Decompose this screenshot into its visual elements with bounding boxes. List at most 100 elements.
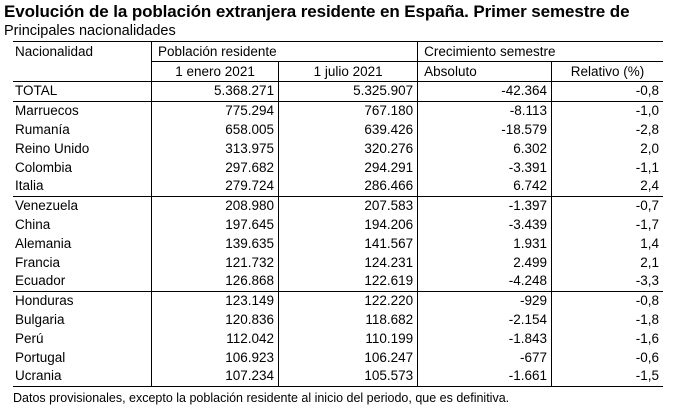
cell-absolute: -1.661 <box>417 366 552 387</box>
cell-absolute: -8.113 <box>417 101 552 121</box>
table-row: Portugal 106.923 106.247 -677 -0,6 <box>13 348 663 367</box>
table-row: Marruecos 775.294 767.180 -8.113 -1,0 <box>13 101 663 121</box>
cell-jul: 124.231 <box>278 253 418 272</box>
table-row: China 197.645 194.206 -3.439 -1,7 <box>13 215 663 235</box>
cell-jan: 5.368.271 <box>151 81 279 102</box>
cell-relative: -0,7 <box>551 196 663 216</box>
cell-jul: 286.466 <box>278 176 418 197</box>
table-row: Rumanía 658.005 639.426 -18.579 -2,8 <box>13 120 663 140</box>
cell-jan: 208.980 <box>151 196 279 216</box>
cell-jul: 639.426 <box>278 120 418 140</box>
cell-relative: -0,8 <box>551 291 663 311</box>
cell-nationality: China <box>15 216 51 232</box>
cell-jul: 767.180 <box>278 101 418 121</box>
cell-jan: 126.868 <box>151 271 279 292</box>
cell-jan: 107.234 <box>151 366 279 387</box>
table-row: Perú 112.042 110.199 -1.843 -1,6 <box>13 329 663 349</box>
cell-relative: -0,8 <box>551 81 663 102</box>
header-nationality: Nacionalidad <box>13 41 152 62</box>
cell-jan: 775.294 <box>151 101 279 121</box>
cell-jul: 105.573 <box>278 366 418 387</box>
cell-jan: 121.732 <box>151 253 279 272</box>
cell-absolute: 6.302 <box>417 139 552 159</box>
cell-jul: 106.247 <box>278 348 418 367</box>
table-row: Ucrania 107.234 105.573 -1.661 -1,5 <box>13 366 663 387</box>
population-table: Nacionalidad Población residente Crecimi… <box>13 41 663 387</box>
cell-jul: 294.291 <box>278 158 418 177</box>
cell-relative: -1,8 <box>551 310 663 330</box>
cell-nationality: Venezuela <box>15 198 79 214</box>
header-empty <box>13 61 152 82</box>
cell-nationality: Bulgaria <box>15 311 65 327</box>
cell-jan: 123.149 <box>151 291 279 311</box>
cell-absolute: -3.391 <box>417 158 552 177</box>
header-population: Población residente <box>151 41 418 62</box>
cell-relative: -3,3 <box>551 271 663 292</box>
cell-absolute: -3.439 <box>417 215 552 235</box>
cell-absolute: -1.843 <box>417 329 552 349</box>
header-row-columns: 1 enero 2021 1 julio 2021 Absoluto Relat… <box>13 61 663 82</box>
table-body: TOTAL 5.368.271 5.325.907 -42.364 -0,8 Marrue… <box>13 81 663 387</box>
page-subtitle: Principales nacionalidades <box>4 23 176 39</box>
header-absolute: Absoluto <box>417 61 552 82</box>
cell-relative: 2,4 <box>551 176 663 197</box>
cell-nationality: TOTAL <box>13 81 152 102</box>
cell-jan: 297.682 <box>151 158 279 177</box>
cell-jan: 106.923 <box>151 348 279 367</box>
cell-jan: 197.645 <box>151 215 279 235</box>
cell-absolute: -2.154 <box>417 310 552 330</box>
cell-jul: 141.567 <box>278 234 418 254</box>
cell-jul: 320.276 <box>278 139 418 159</box>
cell-jul: 110.199 <box>278 329 418 349</box>
cell-nationality: Honduras <box>15 293 74 309</box>
cell-relative: -0,6 <box>551 348 663 367</box>
table-row: Francia 121.732 124.231 2.499 2,1 <box>13 253 663 272</box>
cell-nationality: Reino Unido <box>15 140 90 156</box>
cell-nationality: Italia <box>13 176 152 197</box>
cell-nationality: Rumanía <box>15 121 70 137</box>
cell-jan: 279.724 <box>151 176 279 197</box>
page-title: Evolución de la población extranjera res… <box>4 2 630 21</box>
cell-nationality: Marruecos <box>15 103 79 119</box>
cell-relative: -1,5 <box>551 366 663 387</box>
cell-absolute: -677 <box>417 348 552 367</box>
header-row-groups: Nacionalidad Población residente Crecimi… <box>13 41 663 62</box>
table-row: Alemania 139.635 141.567 1.931 1,4 <box>13 234 663 254</box>
cell-nationality: Perú <box>15 330 44 346</box>
cell-nationality: Portugal <box>15 349 66 365</box>
cell-nationality: Alemania <box>15 235 72 251</box>
cell-relative: -1,0 <box>551 101 663 121</box>
table-row: Colombia 297.682 294.291 -3.391 -1,1 <box>13 158 663 177</box>
cell-relative: 2,0 <box>551 139 663 159</box>
header-growth: Crecimiento semestre <box>417 41 663 62</box>
cell-jul: 118.682 <box>278 310 418 330</box>
table-row: TOTAL 5.368.271 5.325.907 -42.364 -0,8 <box>13 81 663 102</box>
cell-relative: -1,1 <box>551 158 663 177</box>
cell-absolute: -4.248 <box>417 271 552 292</box>
table-row: Italia 279.724 286.466 6.742 2,4 <box>13 176 663 197</box>
cell-absolute: -1.397 <box>417 196 552 216</box>
cell-absolute: 2.499 <box>417 253 552 272</box>
cell-jan: 313.975 <box>151 139 279 159</box>
cell-relative: 1,4 <box>551 234 663 254</box>
cell-jul: 194.206 <box>278 215 418 235</box>
cell-nationality: Ucrania <box>13 366 152 387</box>
cell-jul: 122.619 <box>278 271 418 292</box>
table-row: Reino Unido 313.975 320.276 6.302 2,0 <box>13 139 663 159</box>
cell-relative: -1,6 <box>551 329 663 349</box>
header-jul: 1 julio 2021 <box>278 61 418 82</box>
table-row: Ecuador 126.868 122.619 -4.248 -3,3 <box>13 271 663 292</box>
cell-absolute: 1.931 <box>417 234 552 254</box>
footnote: Datos provisionales, excepto la població… <box>13 391 510 405</box>
cell-nationality: Ecuador <box>13 271 152 292</box>
header-relative: Relativo (%) <box>551 61 663 82</box>
cell-jan: 658.005 <box>151 120 279 140</box>
table-row: Honduras 123.149 122.220 -929 -0,8 <box>13 291 663 311</box>
cell-relative: 2,1 <box>551 253 663 272</box>
table-row: Venezuela 208.980 207.583 -1.397 -0,7 <box>13 196 663 216</box>
table-row: Bulgaria 120.836 118.682 -2.154 -1,8 <box>13 310 663 330</box>
cell-relative: -1,7 <box>551 215 663 235</box>
cell-jul: 122.220 <box>278 291 418 311</box>
cell-absolute: -42.364 <box>417 81 552 102</box>
cell-nationality: Colombia <box>15 159 73 175</box>
